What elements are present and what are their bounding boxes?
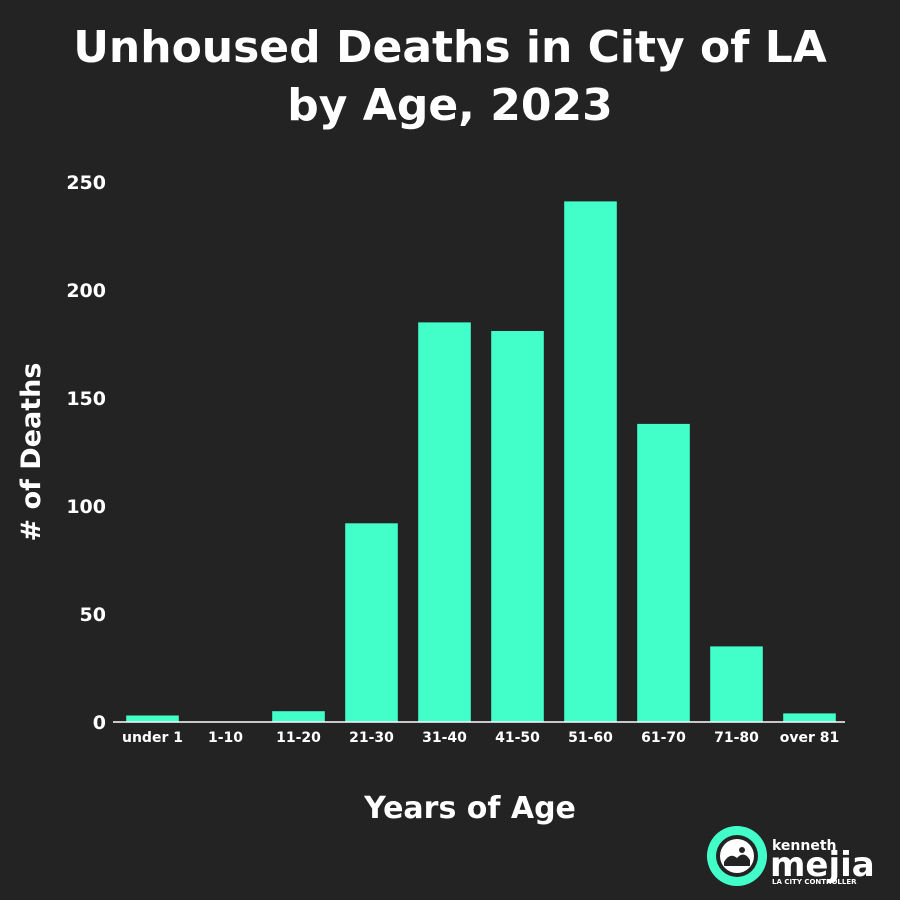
chart-title-line-2: by Age, 2023 [287,80,612,131]
x-axis-label: Years of Age [363,791,576,826]
bar-31-40 [418,322,471,722]
bar-41-50 [491,331,544,722]
x-tick-label: over 81 [780,730,840,746]
x-tick-label: 51-60 [568,730,613,746]
logo-name-sub: LA CITY CONTROLLER [772,878,857,886]
y-tick-label: 100 [66,496,106,518]
x-tick-label: 31-40 [422,730,467,746]
y-tick-label: 0 [93,712,106,734]
bars [126,201,836,722]
x-tick-label: under 1 [122,730,183,746]
x-tick-label: 11-20 [276,730,321,746]
x-tick-labels: under 1 1-10 11-20 21-30 31-40 41-50 51-60 61-7… [122,730,839,746]
logo-name-top: kenneth [772,838,837,854]
bar-51-60 [564,201,617,722]
bar-under-1 [126,715,179,722]
x-tick-label: 1-10 [208,730,243,746]
y-tick-label: 250 [66,172,106,194]
y-tick-labels: 0 50 100 150 200 250 [66,172,106,734]
bar-61-70 [637,423,690,722]
bar-over-81 [783,713,836,722]
controller-logo: kenneth mejia LA CITY CONTROLLER [707,826,875,886]
y-axis-label: # of Deaths [16,363,47,542]
bar-11-20 [272,711,325,722]
x-tick-label: 21-30 [349,730,394,746]
bar-71-80 [710,646,763,722]
y-tick-label: 200 [66,280,106,302]
bar-21-30 [345,523,398,722]
logo-name-main: mejia [770,845,875,885]
x-tick-label: 71-80 [714,730,759,746]
x-tick-label: 41-50 [495,730,540,746]
x-tick-label: 61-70 [641,730,686,746]
y-tick-label: 150 [66,388,106,410]
city-controller-seal-icon [707,826,767,886]
chart-title-line-1: Unhoused Deaths in City of LA [73,22,827,73]
y-tick-label: 50 [80,604,106,626]
